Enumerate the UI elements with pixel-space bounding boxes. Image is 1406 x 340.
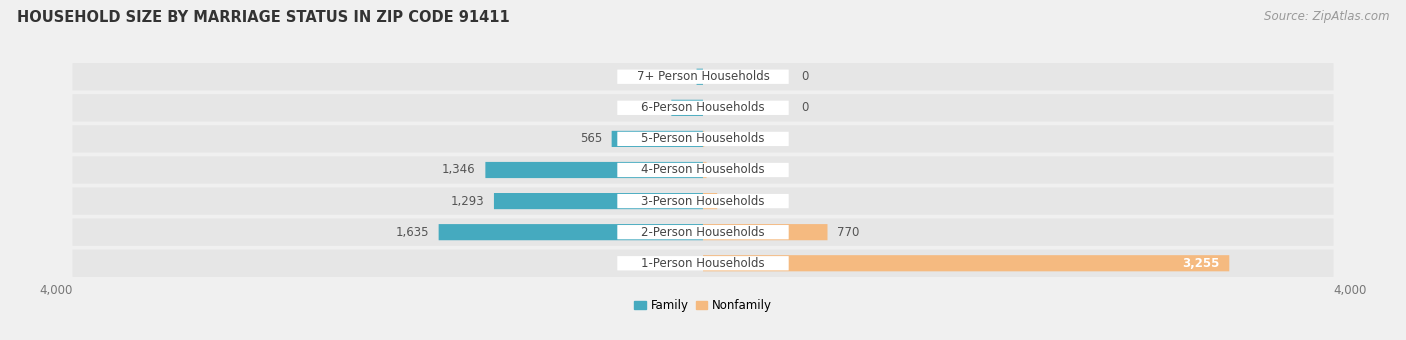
FancyBboxPatch shape xyxy=(703,255,1229,271)
FancyBboxPatch shape xyxy=(617,225,789,239)
Text: 565: 565 xyxy=(579,132,602,146)
Text: 2-Person Households: 2-Person Households xyxy=(641,226,765,239)
FancyBboxPatch shape xyxy=(617,132,789,146)
Text: 196: 196 xyxy=(640,101,662,114)
FancyBboxPatch shape xyxy=(617,256,789,270)
Text: 1,293: 1,293 xyxy=(450,194,484,208)
FancyBboxPatch shape xyxy=(485,162,703,178)
Text: 40: 40 xyxy=(672,70,688,83)
Text: 3-Person Households: 3-Person Households xyxy=(641,194,765,208)
Text: 4-Person Households: 4-Person Households xyxy=(641,164,765,176)
Text: 6-Person Households: 6-Person Households xyxy=(641,101,765,114)
FancyBboxPatch shape xyxy=(494,193,703,209)
FancyBboxPatch shape xyxy=(73,63,1333,90)
FancyBboxPatch shape xyxy=(703,193,717,209)
FancyBboxPatch shape xyxy=(671,100,703,116)
Legend: Family, Nonfamily: Family, Nonfamily xyxy=(634,299,772,312)
Text: 7+ Person Households: 7+ Person Households xyxy=(637,70,769,83)
FancyBboxPatch shape xyxy=(439,224,703,240)
FancyBboxPatch shape xyxy=(73,156,1333,184)
Text: 0: 0 xyxy=(801,70,808,83)
FancyBboxPatch shape xyxy=(617,163,789,177)
FancyBboxPatch shape xyxy=(73,250,1333,277)
FancyBboxPatch shape xyxy=(696,69,703,85)
FancyBboxPatch shape xyxy=(617,101,789,115)
FancyBboxPatch shape xyxy=(73,187,1333,215)
Text: Source: ZipAtlas.com: Source: ZipAtlas.com xyxy=(1264,10,1389,23)
Text: 770: 770 xyxy=(837,226,859,239)
FancyBboxPatch shape xyxy=(612,131,703,147)
FancyBboxPatch shape xyxy=(73,94,1333,121)
Text: 1-Person Households: 1-Person Households xyxy=(641,257,765,270)
Text: HOUSEHOLD SIZE BY MARRIAGE STATUS IN ZIP CODE 91411: HOUSEHOLD SIZE BY MARRIAGE STATUS IN ZIP… xyxy=(17,10,509,25)
Text: 1,346: 1,346 xyxy=(441,164,475,176)
FancyBboxPatch shape xyxy=(703,224,828,240)
FancyBboxPatch shape xyxy=(73,219,1333,246)
Text: 3,255: 3,255 xyxy=(1182,257,1219,270)
FancyBboxPatch shape xyxy=(617,70,789,84)
FancyBboxPatch shape xyxy=(617,194,789,208)
FancyBboxPatch shape xyxy=(73,125,1333,153)
Text: 88: 88 xyxy=(727,194,742,208)
Text: 8: 8 xyxy=(714,132,721,146)
Text: 0: 0 xyxy=(801,101,808,114)
Text: 22: 22 xyxy=(716,164,731,176)
Text: 5-Person Households: 5-Person Households xyxy=(641,132,765,146)
Text: 1,635: 1,635 xyxy=(395,226,429,239)
FancyBboxPatch shape xyxy=(703,162,707,178)
